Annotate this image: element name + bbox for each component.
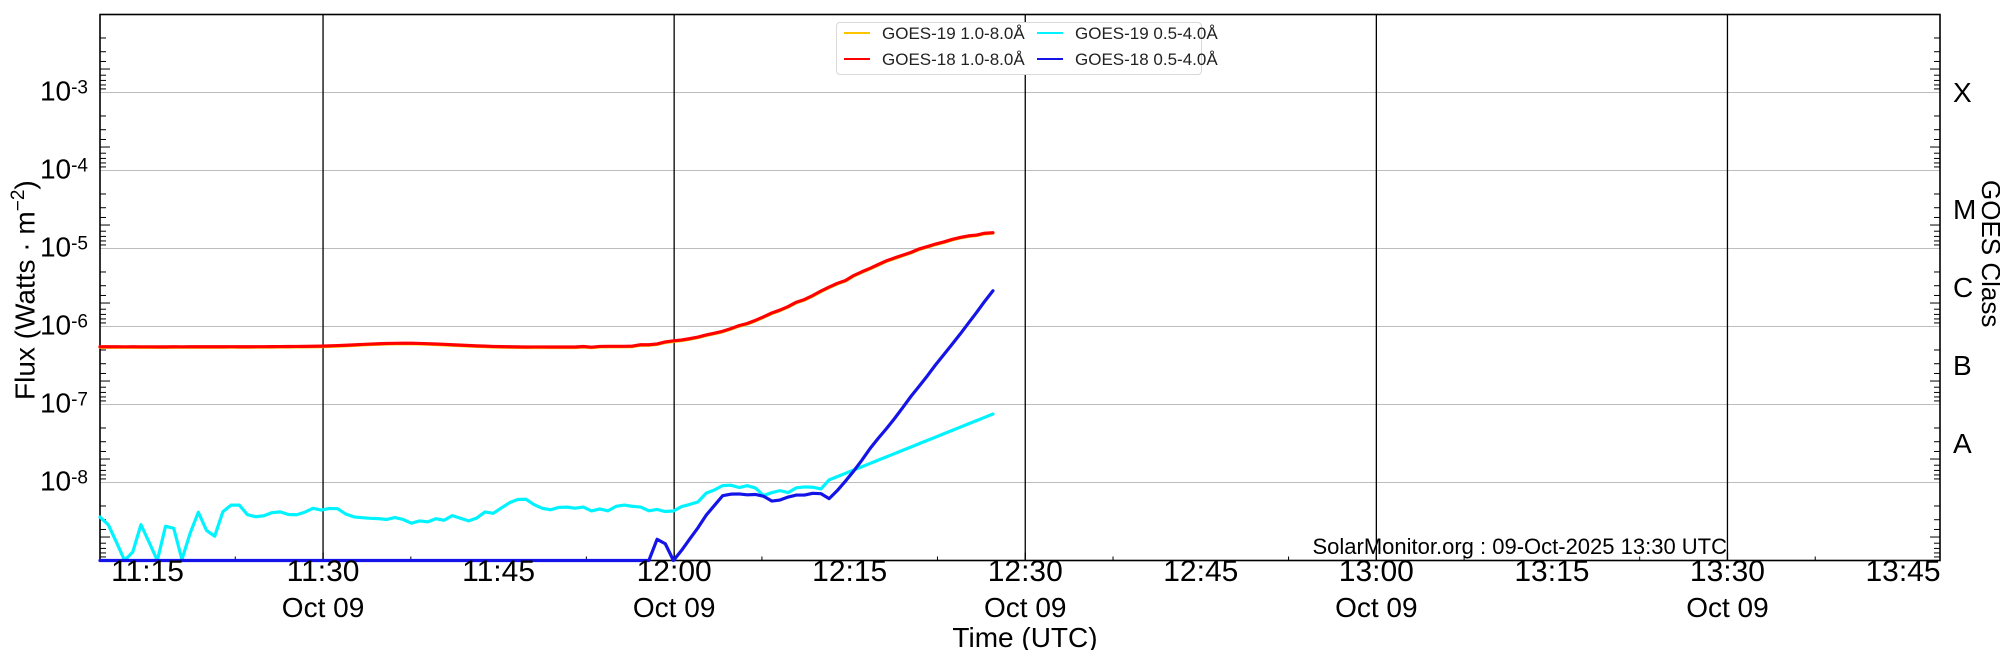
svg-text:Oct 09: Oct 09 bbox=[1335, 592, 1417, 623]
svg-text:12:00: 12:00 bbox=[637, 555, 712, 588]
svg-text:Oct 09: Oct 09 bbox=[984, 592, 1066, 623]
svg-text:13:45: 13:45 bbox=[1865, 555, 1940, 588]
svg-text:12:30: 12:30 bbox=[988, 555, 1063, 588]
svg-text:11:15: 11:15 bbox=[111, 555, 184, 588]
svg-text:Oct 09: Oct 09 bbox=[633, 592, 715, 623]
svg-text:12:15: 12:15 bbox=[812, 555, 887, 588]
svg-text:11:30: 11:30 bbox=[287, 555, 360, 588]
svg-text:11:45: 11:45 bbox=[462, 555, 535, 588]
svg-text:Oct 09: Oct 09 bbox=[1686, 592, 1768, 623]
svg-text:Oct 09: Oct 09 bbox=[282, 592, 364, 623]
svg-text:12:45: 12:45 bbox=[1163, 555, 1238, 588]
